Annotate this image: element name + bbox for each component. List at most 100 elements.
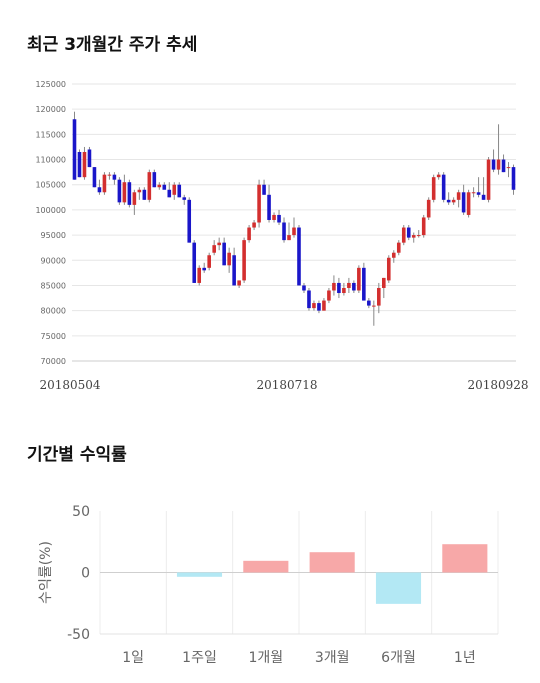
candle-body — [421, 217, 426, 236]
candle-body — [257, 184, 261, 223]
candle-body — [217, 242, 221, 246]
stock-chart-title: 최근 3개월간 주가 추세 — [27, 35, 198, 55]
candle-body — [307, 290, 311, 309]
x-tick-label: 1일 — [122, 650, 144, 666]
y-tick-label: -50 — [67, 627, 90, 643]
candle-body — [322, 300, 326, 311]
y-tick-label: 50 — [72, 504, 90, 520]
candle-body — [157, 184, 162, 188]
candle-body — [471, 192, 476, 194]
candle-body — [72, 119, 77, 180]
candle-body — [382, 277, 386, 288]
candle-body — [337, 282, 341, 294]
candlestick-chart: 70000 75000 80000 85000 90000 95000 100000 1050… — [35, 80, 528, 392]
candle-body — [377, 287, 381, 306]
candle-body — [451, 199, 456, 203]
candle-body — [357, 267, 361, 291]
candle-body — [401, 227, 406, 243]
return-bar — [243, 560, 289, 573]
candle-body — [122, 182, 127, 203]
y-tick-label: 110000 — [35, 156, 66, 165]
y-tick-label: 95000 — [41, 231, 66, 240]
candle-body — [317, 303, 321, 311]
candle-body — [202, 267, 206, 271]
y-tick-label: 125000 — [35, 80, 66, 89]
candle-body — [406, 227, 411, 238]
y-tick-label: 105000 — [35, 181, 66, 190]
candle-body — [332, 282, 336, 291]
candle-body — [152, 172, 157, 188]
candle-body — [466, 192, 471, 215]
candle-body — [102, 174, 107, 193]
candle-body — [247, 227, 251, 241]
candle-body — [187, 199, 192, 243]
candle-body — [501, 159, 506, 173]
candle-body — [112, 174, 117, 180]
candle-body — [416, 235, 421, 237]
y-tick-label: 85000 — [41, 281, 66, 290]
candle-body — [252, 222, 256, 228]
candle-body — [97, 187, 102, 193]
y-tick-label: 115000 — [35, 130, 66, 139]
candle-body — [287, 235, 291, 241]
x-tick-label: 1년 — [454, 650, 476, 666]
candle-body — [147, 172, 152, 200]
return-bar — [375, 572, 422, 604]
candle-body — [182, 197, 187, 200]
candle-body — [267, 194, 271, 220]
candle-body — [342, 287, 346, 294]
y-tick-label: 80000 — [41, 307, 66, 316]
return-bar — [309, 552, 355, 573]
candle-body — [212, 245, 216, 253]
candle-body — [197, 267, 202, 283]
x-tick-label: 6개월 — [381, 650, 416, 666]
x-tick-label: 20180718 — [256, 378, 317, 392]
candle-body — [272, 214, 276, 220]
candle-body — [431, 177, 436, 200]
candle-body — [352, 282, 356, 291]
candle-body — [192, 242, 197, 283]
y-tick-label: 75000 — [41, 332, 66, 341]
candle-body — [262, 184, 266, 195]
candle-body — [411, 235, 416, 238]
candle-body — [396, 242, 401, 253]
candle-body — [227, 252, 231, 266]
candle-body — [87, 149, 92, 168]
candle-body — [292, 227, 296, 236]
candle-body — [481, 194, 486, 200]
return-bar — [442, 544, 488, 573]
candle-body — [476, 192, 481, 195]
candle-body — [137, 189, 142, 193]
candle-body — [77, 151, 82, 178]
x-tick-label: 20180928 — [467, 378, 528, 392]
candle-body — [436, 174, 441, 178]
candle-body — [232, 255, 236, 286]
candle-body — [312, 303, 316, 309]
candle-body — [92, 167, 97, 188]
candle-body — [391, 252, 396, 258]
y-tick-label: 120000 — [35, 105, 66, 114]
x-tick-label: 1주일 — [182, 650, 217, 666]
candle-body — [367, 300, 371, 306]
candle-body — [426, 199, 431, 218]
candle-body — [347, 282, 351, 288]
candle-body — [491, 159, 496, 170]
y-tick-label: 90000 — [41, 256, 66, 265]
candle-body — [511, 167, 516, 190]
candle-body — [496, 159, 501, 170]
candle-body — [132, 192, 137, 205]
candle-body — [446, 199, 451, 203]
candle-body — [107, 174, 112, 176]
candle-body — [327, 290, 331, 301]
x-tick-label: 1개월 — [248, 650, 283, 666]
candle-body — [207, 255, 211, 268]
y-axis-label: 수익률(%) — [38, 541, 54, 604]
candle-body — [362, 267, 366, 301]
candle-body — [177, 184, 182, 198]
y-tick-label: 0 — [81, 566, 90, 582]
candle-body — [82, 151, 87, 178]
candle-body — [277, 214, 281, 223]
candle-body — [372, 305, 376, 307]
candle-body — [222, 242, 226, 266]
candle-body — [117, 179, 122, 203]
